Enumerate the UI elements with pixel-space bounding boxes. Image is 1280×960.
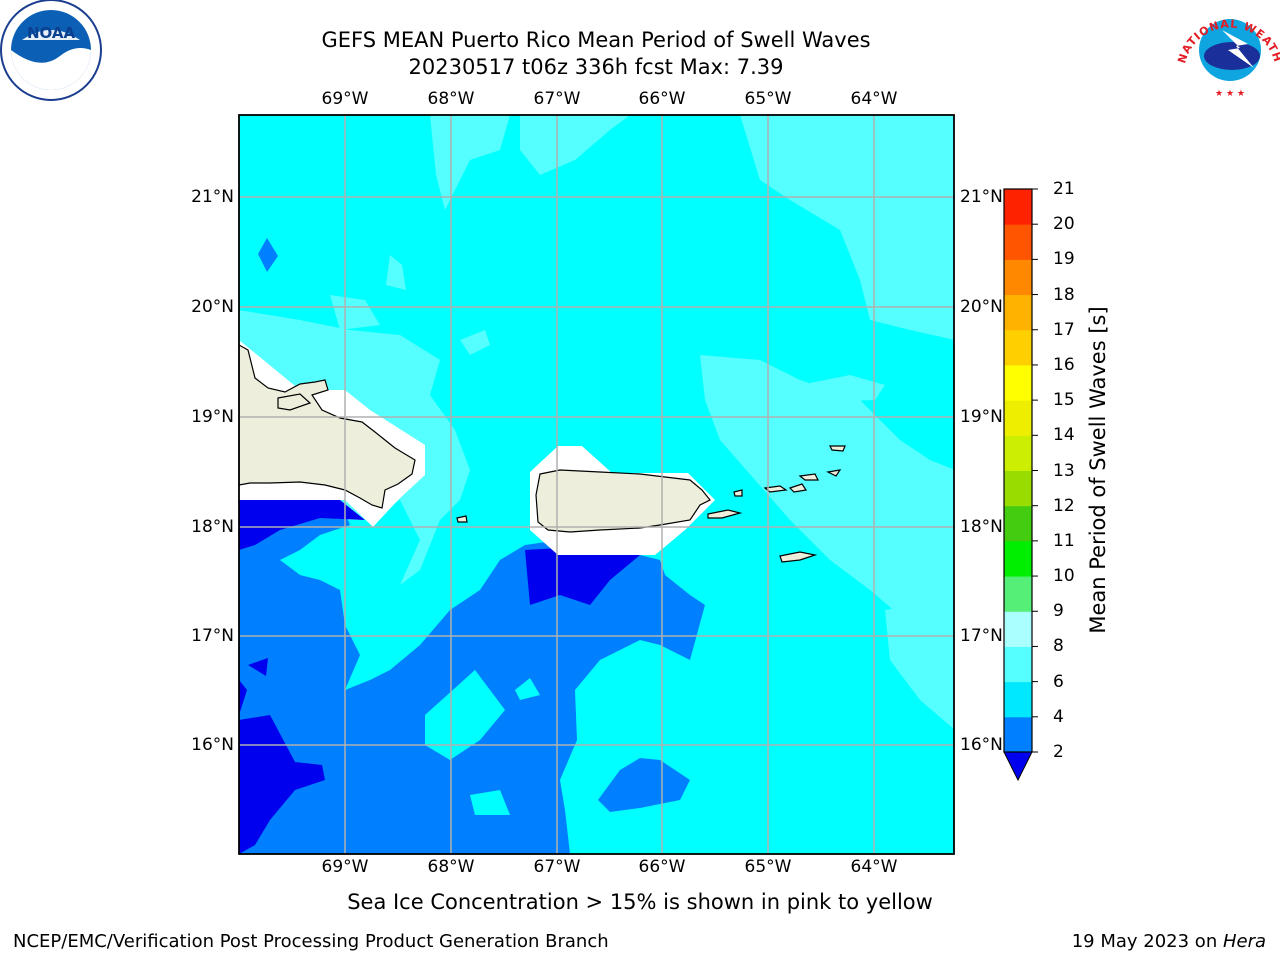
ocean-lt2s-region bbox=[239, 500, 640, 854]
colorbar-swatch bbox=[1004, 681, 1032, 718]
footer-credit: NCEP/EMC/Verification Post Processing Pr… bbox=[13, 931, 609, 952]
colorbar-swatch bbox=[1004, 470, 1032, 507]
colorbar-swatch bbox=[1004, 576, 1032, 612]
colorbar-swatch bbox=[1004, 505, 1032, 542]
hispaniola-land bbox=[239, 344, 416, 509]
noaa-logo-text: NOAA bbox=[27, 24, 76, 42]
swell-period-field bbox=[239, 115, 954, 854]
colorbar-label: 20 bbox=[1053, 214, 1075, 235]
colorbar-swatch bbox=[1004, 435, 1032, 471]
colorbar-label: 12 bbox=[1053, 495, 1075, 516]
lat-tick-left-18n: 18°N bbox=[191, 517, 234, 537]
colorbar-swatch bbox=[1004, 224, 1032, 260]
colorbar-label: 14 bbox=[1053, 425, 1075, 446]
lat-tick-right-21n: 21°N bbox=[960, 187, 1003, 207]
nws-logo-text: NATIONAL WEATHER SERVICE bbox=[0, 0, 1280, 65]
lon-tick-top-69w: 69°W bbox=[321, 89, 369, 109]
colorbar-swatch bbox=[1004, 646, 1032, 683]
colorbar-label: 11 bbox=[1053, 530, 1075, 551]
colorbar-label: 2 bbox=[1053, 742, 1064, 762]
lat-tick-right-20n: 20°N bbox=[960, 297, 1003, 317]
colorbar-label: 15 bbox=[1053, 390, 1075, 411]
noaa-logo: NOAA bbox=[0, 0, 102, 101]
colorbar-label: 17 bbox=[1053, 319, 1075, 340]
graticule bbox=[239, 115, 954, 854]
lat-tick-left-17n: 17°N bbox=[191, 626, 234, 646]
footer-date-text: 19 May 2023 on bbox=[1071, 931, 1223, 952]
colorbar-label: 13 bbox=[1053, 460, 1075, 481]
lon-tick-top-67w: 67°W bbox=[533, 89, 581, 109]
lat-tick-left-16n: 16°N bbox=[191, 735, 234, 755]
colorbar-swatch bbox=[1004, 294, 1032, 331]
colorbar-swatch bbox=[1004, 189, 1032, 225]
map-subtitle: 20230517 t06z 336h fcst Max: 7.39 bbox=[408, 55, 784, 79]
colorbar-label: 21 bbox=[1053, 179, 1075, 199]
lat-tick-left-20n: 20°N bbox=[191, 297, 234, 317]
sea-ice-note: Sea Ice Concentration > 15% is shown in … bbox=[347, 890, 933, 914]
lat-tick-right-19n: 19°N bbox=[960, 407, 1003, 427]
svg-text:NATIONAL WEATHER SERVICE: NATIONAL WEATHER SERVICE bbox=[0, 0, 1280, 65]
colorbar-title: Mean Period of Swell Waves [s] bbox=[1086, 306, 1110, 634]
nws-logo: NATIONAL WEATHER SERVICE ★ ★ ★ bbox=[0, 0, 1280, 99]
colorbar-swatch bbox=[1004, 540, 1032, 577]
land-areas bbox=[239, 344, 846, 563]
colorbar-label: 8 bbox=[1053, 636, 1064, 657]
colorbar-label: 9 bbox=[1053, 601, 1064, 622]
lon-tick-bottom-69w: 69°W bbox=[321, 857, 369, 877]
colorbar-label: 19 bbox=[1053, 249, 1075, 270]
lat-tick-right-16n: 16°N bbox=[960, 735, 1003, 755]
footer-host: Hera bbox=[1222, 931, 1266, 952]
colorbar-swatch bbox=[1004, 329, 1032, 366]
mona-island bbox=[456, 515, 468, 523]
footer-date: 19 May 2023 on Hera bbox=[1072, 931, 1266, 952]
colorbar-swatch bbox=[1004, 716, 1032, 753]
colorbar-swatch bbox=[1004, 259, 1032, 296]
colorbar-label: 4 bbox=[1053, 706, 1064, 727]
lon-tick-bottom-68w: 68°W bbox=[427, 857, 475, 877]
lat-tick-right-17n: 17°N bbox=[960, 626, 1003, 646]
lon-tick-top-65w: 65°W bbox=[744, 89, 792, 109]
colorbar bbox=[1003, 188, 1038, 782]
lat-tick-left-19n: 19°N bbox=[191, 407, 234, 427]
map-frame bbox=[238, 114, 955, 855]
lon-tick-top-66w: 66°W bbox=[638, 89, 686, 109]
vieques-island bbox=[707, 509, 743, 519]
colorbar-extend-arrow bbox=[1003, 751, 1033, 782]
lon-tick-bottom-65w: 65°W bbox=[744, 857, 792, 877]
colorbar-swatch bbox=[1004, 364, 1032, 401]
lat-tick-left-21n: 21°N bbox=[191, 187, 234, 207]
lon-tick-bottom-64w: 64°W bbox=[850, 857, 898, 877]
lon-tick-top-68w: 68°W bbox=[427, 89, 475, 109]
svg-text:★ ★ ★: ★ ★ ★ bbox=[1215, 89, 1245, 99]
colorbar-label: 10 bbox=[1053, 566, 1075, 587]
colorbar-label: 16 bbox=[1053, 354, 1075, 375]
lon-tick-top-64w: 64°W bbox=[850, 89, 898, 109]
st-croix-island bbox=[779, 551, 818, 563]
lat-tick-right-18n: 18°N bbox=[960, 517, 1003, 537]
lon-tick-bottom-66w: 66°W bbox=[638, 857, 686, 877]
virgin-islands bbox=[733, 445, 846, 497]
map-title: GEFS MEAN Puerto Rico Mean Period of Swe… bbox=[321, 28, 871, 52]
colorbar-label: 6 bbox=[1053, 671, 1064, 692]
gonave-island bbox=[277, 393, 312, 411]
colorbar-swatch bbox=[1004, 611, 1032, 647]
colorbar-swatch bbox=[1004, 400, 1032, 436]
colorbar-label: 18 bbox=[1053, 284, 1075, 305]
lon-tick-bottom-67w: 67°W bbox=[533, 857, 581, 877]
